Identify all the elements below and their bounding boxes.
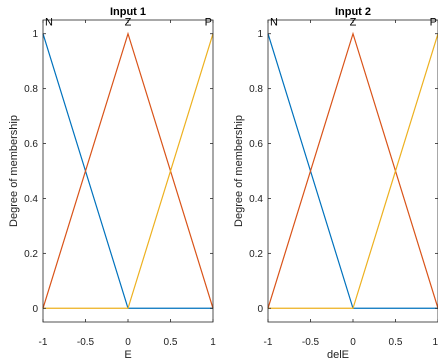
series-line-P — [43, 33, 214, 309]
x-tick-label: -0.5 — [302, 337, 320, 348]
y-tick-label: 0.2 — [249, 249, 263, 260]
x-tick-label: 1 — [432, 337, 438, 348]
series-line-Z — [267, 31, 438, 309]
x-tick-label: 1 — [210, 337, 216, 348]
plot-area — [43, 20, 213, 322]
mf-label-Z: Z — [350, 17, 357, 29]
chart-title: Input 2 — [335, 6, 371, 18]
x-axis-label: E — [124, 349, 131, 361]
y-tick-label: 0.8 — [24, 84, 38, 95]
y-tick-label: 1 — [257, 29, 263, 40]
y-tick-label: 1 — [32, 29, 38, 40]
series-line-Z — [42, 31, 214, 309]
x-tick-label: -0.5 — [77, 337, 95, 348]
x-tick-label: 0.5 — [164, 337, 178, 348]
y-tick-label: 0 — [257, 304, 263, 315]
mf-label-N: N — [270, 17, 278, 29]
y-tick-label: 0 — [32, 304, 38, 315]
y-tick-label: 0.4 — [249, 194, 263, 205]
y-tick-label: 0.6 — [24, 139, 38, 150]
x-tick-label: -1 — [39, 337, 48, 348]
chart-title: Input 1 — [110, 6, 146, 18]
mf-label-P: P — [430, 17, 437, 29]
chart-panel-1: -1 -0.5 0 0.5 1 0 0.2 0.4 0.6 0.8 1 Input 1 E Degree … — [8, 6, 216, 361]
x-tick-label: 0 — [125, 337, 131, 348]
mf-label-Z: Z — [125, 17, 132, 29]
plot-area — [268, 20, 438, 322]
y-tick-label: 0.2 — [24, 249, 38, 260]
mf-label-P: P — [205, 17, 212, 29]
y-tick-label: 0.8 — [249, 84, 263, 95]
x-tick-label: 0 — [350, 337, 356, 348]
x-axis-label: delE — [327, 349, 349, 361]
y-tick-label: 0.6 — [249, 139, 263, 150]
x-tick-label: 0.5 — [389, 337, 403, 348]
y-tick-label: 0.4 — [24, 194, 38, 205]
series-line-P — [268, 33, 438, 309]
mf-label-N: N — [45, 17, 53, 29]
chart-panel-2: -1 -0.5 0 0.5 1 0 0.2 0.4 0.6 0.8 1 Input 2 delE Degr… — [233, 6, 438, 361]
y-axis-label: Degree of membership — [233, 115, 245, 227]
x-tick-label: -1 — [264, 337, 273, 348]
y-axis-label: Degree of membership — [8, 115, 20, 227]
